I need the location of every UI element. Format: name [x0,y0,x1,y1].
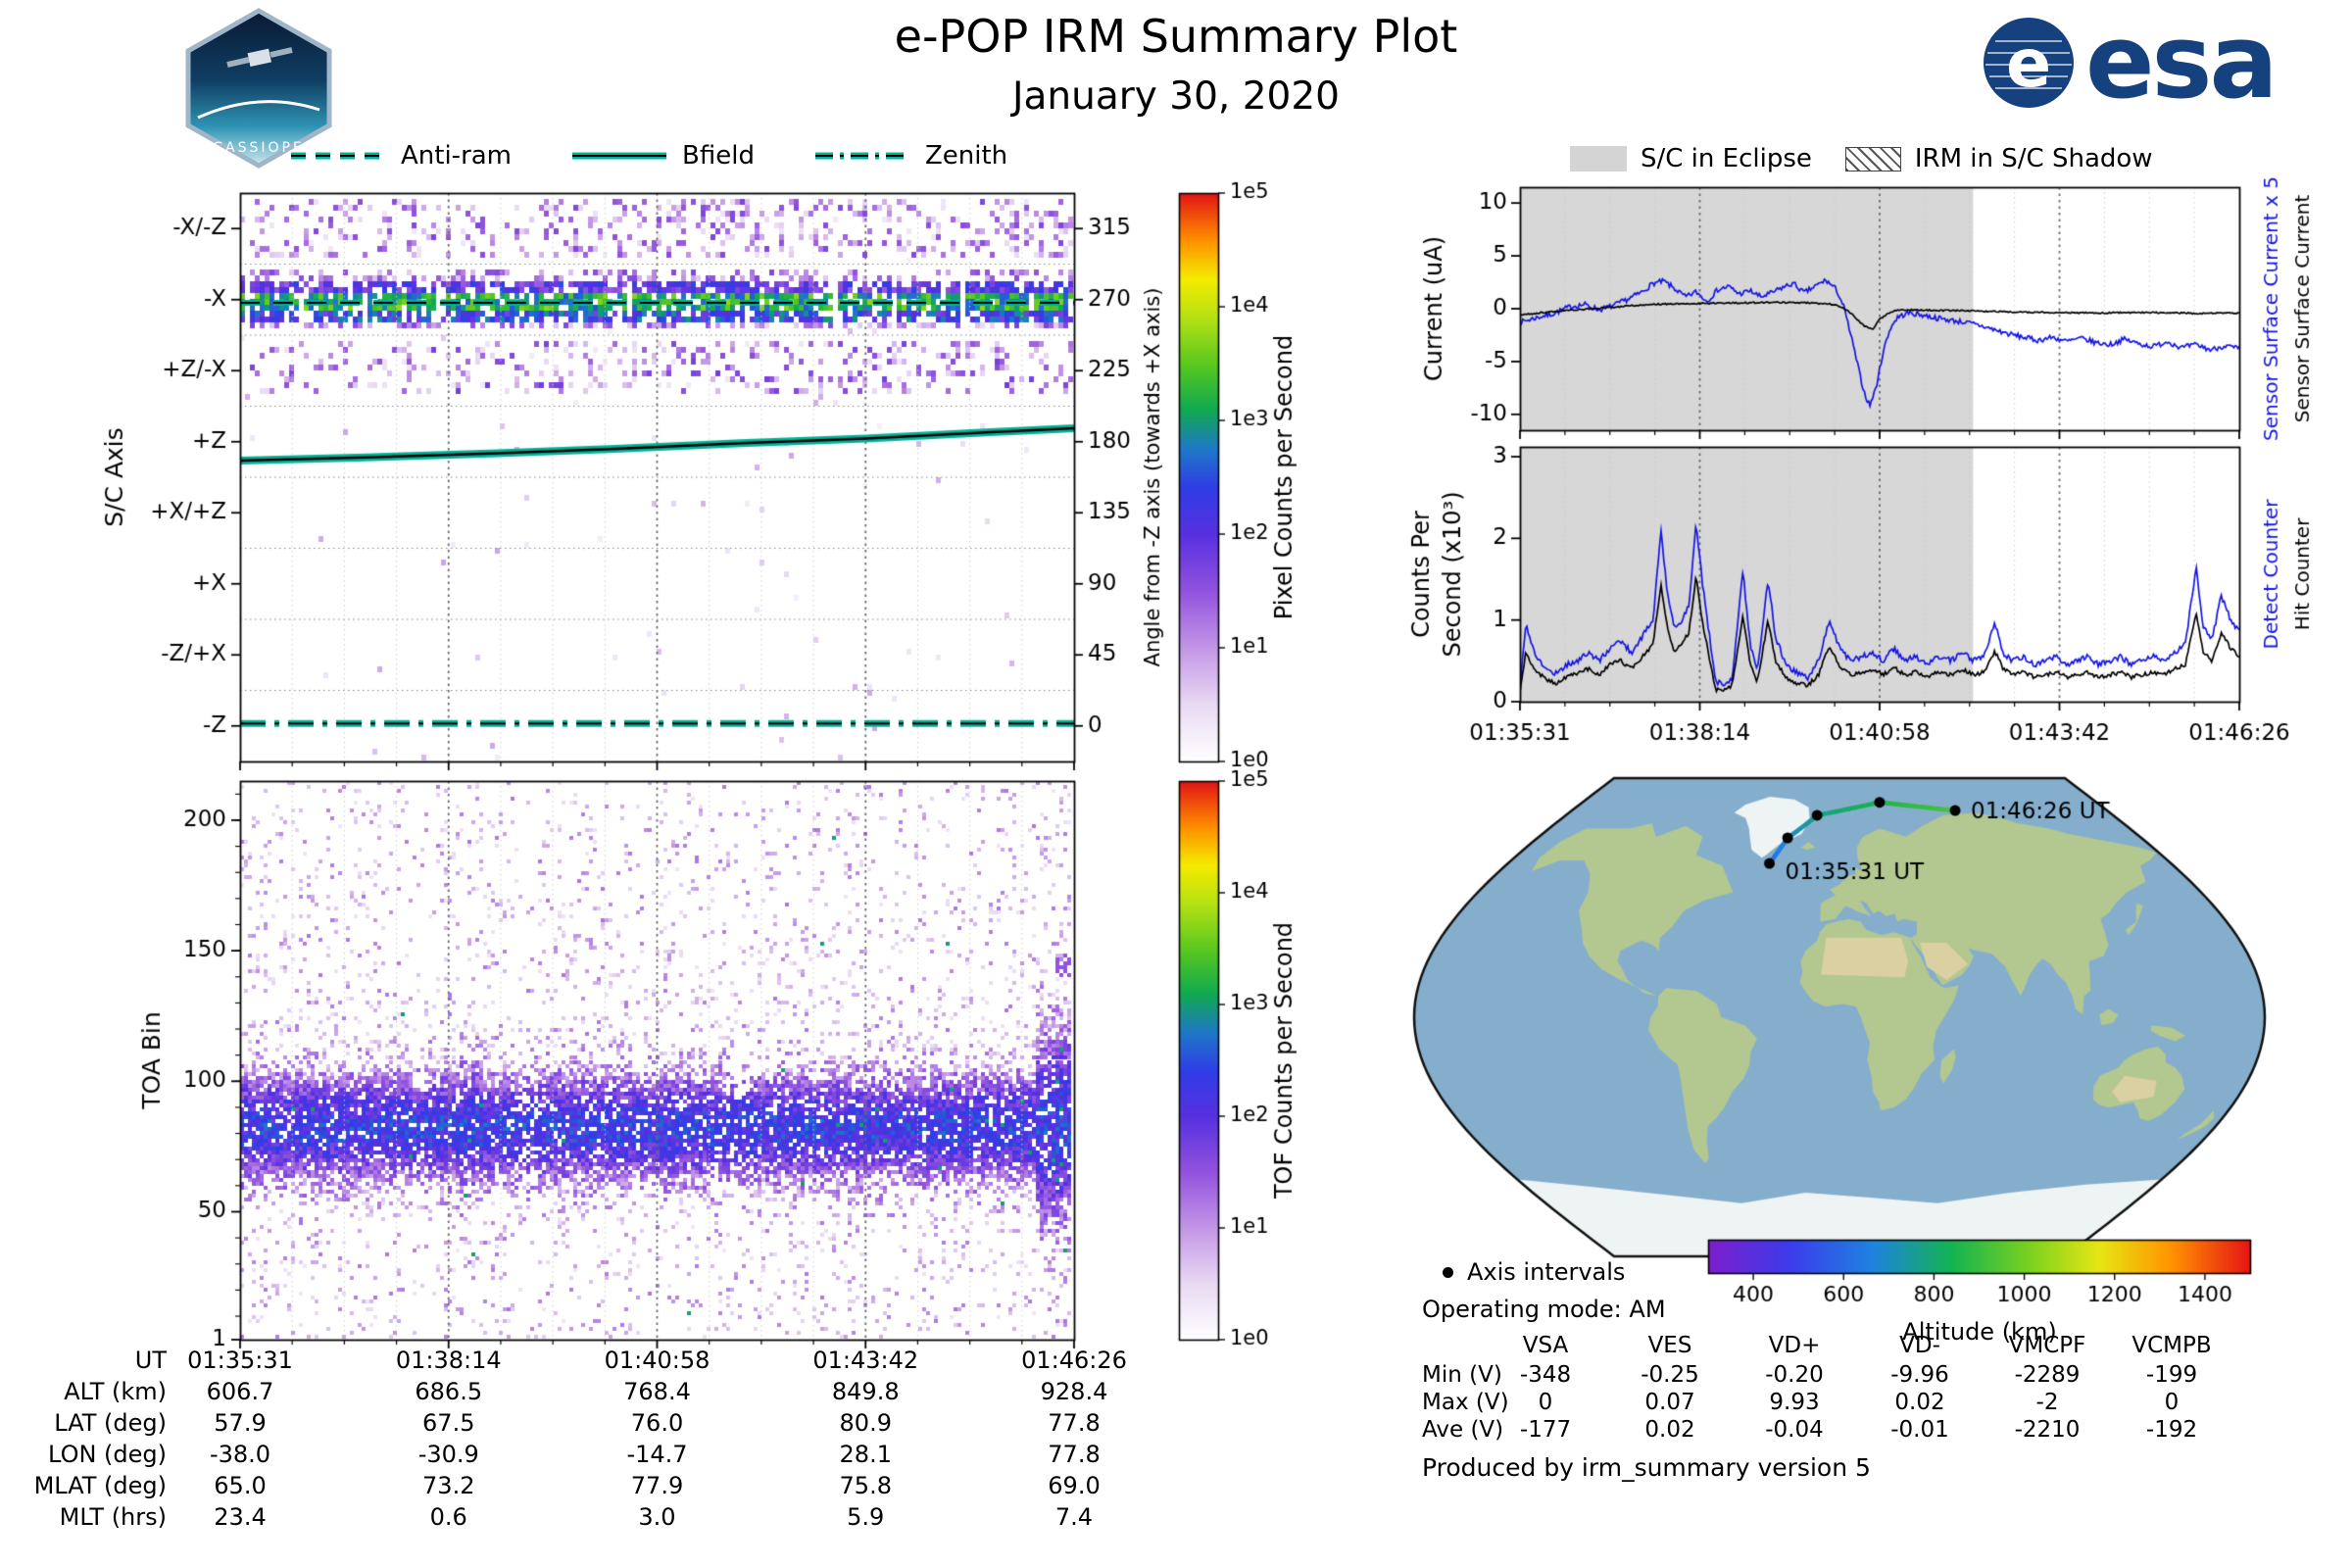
altitude-colorbar-canvas [1607,1231,2352,1309]
volt-row-label: Min (V) [1422,1362,1502,1388]
patch-hexagon [185,8,332,169]
eph-cell: 768.4 [623,1378,691,1405]
eph-cell: 67.5 [422,1409,475,1437]
volt-cell: -2289 [2014,1362,2081,1388]
esa-wordmark: esa [2085,2,2278,122]
sc-axis-spectrogram-canvas [88,176,1333,779]
volt-cell: -177 [1519,1417,1572,1443]
legend-item-anti-ram: Anti-ram [289,141,512,171]
volt-col-header: VD+ [1768,1333,1821,1358]
eph-cell: -30.9 [417,1441,479,1468]
legend-label: Anti-ram [401,141,513,171]
volt-cell: 0.02 [1894,1390,1945,1415]
eph-cell: 606.7 [206,1378,274,1405]
volt-cell: -0.04 [1765,1417,1824,1443]
eph-cell: 80.9 [839,1409,892,1437]
operating-mode-label: Operating mode: AM [1422,1296,1666,1323]
counters-plot-canvas [1392,431,2347,755]
dashdot-line-sample-icon [814,152,909,160]
sensor-current-plot-canvas [1392,162,2347,446]
satellite-panel-left-icon [226,57,250,68]
volt-cell: -9.96 [1890,1362,1949,1388]
volt-col-header: VSA [1522,1333,1569,1358]
axis-intervals-legend: Axis intervals [1443,1258,1625,1286]
eph-cell: 75.8 [839,1472,892,1499]
legend-label: Bfield [682,141,755,171]
eph-cell: 849.8 [831,1378,900,1405]
eph-row-label: MLAT (deg) [33,1472,167,1499]
toa-bin-spectrogram-canvas [88,764,1333,1352]
satellite-body-icon [247,48,271,67]
volt-cell: 0.02 [1644,1417,1695,1443]
volt-cell: -348 [1519,1362,1572,1388]
eph-row-label: LON (deg) [48,1441,167,1468]
eph-cell: 73.2 [422,1472,475,1499]
volt-row-label: Max (V) [1422,1390,1509,1415]
eph-cell: 01:46:26 [1021,1347,1127,1374]
eph-cell: 57.9 [214,1409,267,1437]
volt-col-header: VD- [1899,1333,1940,1358]
volt-row-label: Ave (V) [1422,1417,1504,1443]
altitude-bar-label: Altitude (km) [1902,1318,2057,1346]
eph-row-label: LAT (deg) [54,1409,167,1437]
eph-cell: -14.7 [626,1441,688,1468]
eph-cell: -38.0 [209,1441,271,1468]
eph-cell: 77.8 [1048,1409,1101,1437]
legend-item-zenith: Zenith [813,141,1007,171]
volt-cell: 0.07 [1644,1390,1695,1415]
orbit-swoosh-icon [197,100,320,120]
eph-cell: 01:35:31 [187,1347,293,1374]
eph-cell: 01:38:14 [395,1347,502,1374]
volt-cell: -192 [2145,1417,2198,1443]
eph-cell: 7.4 [1054,1503,1094,1531]
svg-text:e: e [2006,25,2051,103]
volt-cell: -0.25 [1641,1362,1699,1388]
dashed-line-sample-icon [291,152,385,160]
eph-row-label: ALT (km) [64,1378,167,1405]
mission-patch-name: CASSIOPE [213,140,305,156]
volt-cell: -0.01 [1890,1417,1949,1443]
volt-cell: 0 [2164,1390,2180,1415]
legend-item-bfield: Bfield [570,141,755,171]
axis-interval-dot-icon [1443,1266,1453,1278]
volt-col-header: VMCPF [2008,1333,2086,1358]
volt-col-header: VCMPB [2132,1333,2212,1358]
esa-globe-icon: e [1984,18,2074,108]
footer-version: Produced by irm_summary version 5 [1422,1453,1871,1482]
eph-cell: 69.0 [1048,1472,1101,1499]
cassiope-mission-patch: CASSIOPE [185,8,332,169]
esa-logo: e esa [1982,2,2278,122]
orientation-legend: Anti-ram Bfield Zenith [289,141,1007,171]
eph-cell: 3.0 [638,1503,676,1531]
eph-cell: 5.9 [847,1503,885,1531]
axis-intervals-label: Axis intervals [1467,1258,1626,1286]
eph-row-label: UT [134,1347,167,1374]
ground-track-map-canvas [1401,764,2293,1274]
volt-cell: -0.20 [1765,1362,1824,1388]
page-subtitle-date: January 30, 2020 [1012,74,1340,119]
eph-cell: 928.4 [1040,1378,1108,1405]
eph-cell: 77.9 [630,1472,684,1499]
volt-cell: 9.93 [1769,1390,1820,1415]
eph-cell: 77.8 [1048,1441,1101,1468]
eph-cell: 23.4 [214,1503,267,1531]
volt-cell: -199 [2145,1362,2198,1388]
eph-cell: 686.5 [415,1378,483,1405]
solid-line-sample-icon [572,152,667,160]
volt-cell: -2210 [2014,1417,2081,1443]
eph-cell: 28.1 [839,1441,892,1468]
eph-cell: 01:40:58 [604,1347,710,1374]
legend-label: Zenith [924,141,1008,171]
volt-cell: -2 [2035,1390,2059,1415]
volt-col-header: VES [1647,1333,1692,1358]
satellite-panel-right-icon [270,47,293,58]
eph-cell: 76.0 [630,1409,684,1437]
eph-cell: 65.0 [214,1472,267,1499]
eph-cell: 01:43:42 [812,1347,919,1374]
page-title: e-POP IRM Summary Plot [894,10,1458,63]
eph-cell: 0.6 [429,1503,467,1531]
volt-cell: 0 [1538,1390,1553,1415]
eph-row-label: MLT (hrs) [59,1503,167,1531]
